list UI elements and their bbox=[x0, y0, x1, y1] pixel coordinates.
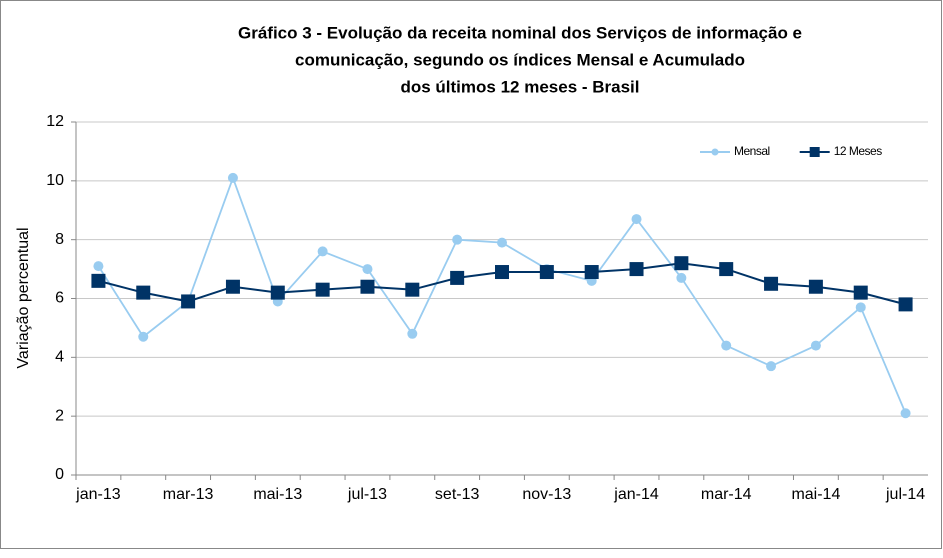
data-point bbox=[721, 340, 732, 351]
data-point bbox=[225, 279, 240, 294]
y-tick-label: 6 bbox=[55, 290, 64, 307]
data-point bbox=[674, 256, 689, 271]
data-point bbox=[136, 285, 151, 300]
data-point bbox=[631, 214, 642, 225]
data-point bbox=[362, 264, 373, 275]
y-axis-label: Variação percentual bbox=[15, 227, 32, 368]
legend-marker bbox=[809, 147, 820, 157]
data-point bbox=[808, 279, 823, 294]
data-point bbox=[497, 237, 507, 248]
data-point bbox=[539, 265, 554, 280]
data-point bbox=[719, 262, 734, 277]
y-tick-label: 4 bbox=[55, 349, 64, 366]
data-point bbox=[855, 302, 866, 313]
y-tick-label: 12 bbox=[46, 113, 64, 130]
data-point bbox=[270, 285, 285, 300]
data-point bbox=[138, 331, 149, 342]
data-point bbox=[629, 262, 644, 277]
y-tick-label: 2 bbox=[55, 407, 64, 424]
data-point bbox=[93, 261, 104, 272]
data-point bbox=[764, 276, 779, 291]
data-point bbox=[360, 279, 375, 294]
data-point bbox=[407, 328, 418, 339]
chart-title: dos últimos 12 meses - Brasil bbox=[400, 77, 639, 96]
data-point bbox=[405, 282, 420, 297]
x-tick-label: nov-13 bbox=[522, 486, 571, 503]
x-tick-label: jul-13 bbox=[347, 486, 387, 503]
data-point bbox=[452, 234, 463, 245]
data-point bbox=[91, 273, 106, 288]
data-point bbox=[227, 172, 238, 183]
legend-label: Mensal bbox=[734, 144, 770, 158]
data-point bbox=[853, 285, 868, 300]
data-point bbox=[317, 246, 328, 257]
chart-title: comunicação, segundo os índices Mensal e… bbox=[295, 50, 745, 69]
x-tick-label: mar-14 bbox=[701, 486, 752, 503]
x-tick-label: jul-14 bbox=[885, 486, 925, 503]
data-point bbox=[898, 297, 913, 312]
data-point bbox=[584, 265, 599, 280]
x-tick-label: mar-13 bbox=[163, 486, 214, 503]
y-tick-label: 10 bbox=[46, 172, 64, 189]
legend-label: 12 Meses bbox=[834, 144, 883, 158]
x-tick-label: mai-13 bbox=[253, 486, 302, 503]
data-point bbox=[495, 265, 509, 280]
x-tick-label: mai-14 bbox=[791, 486, 840, 503]
data-point bbox=[810, 340, 821, 351]
x-tick-label: jan-14 bbox=[613, 486, 659, 503]
y-tick-label: 0 bbox=[55, 466, 64, 483]
data-point bbox=[900, 408, 911, 419]
data-point bbox=[315, 282, 330, 297]
data-point bbox=[181, 294, 196, 309]
legend-marker bbox=[711, 148, 719, 156]
y-tick-label: 8 bbox=[55, 231, 64, 248]
data-point bbox=[766, 361, 777, 372]
x-tick-label: set-13 bbox=[435, 486, 480, 503]
data-point bbox=[676, 272, 687, 283]
x-tick-label: jan-13 bbox=[75, 486, 121, 503]
data-point bbox=[450, 270, 465, 285]
chart-title: Gráfico 3 - Evolução da receita nominal … bbox=[238, 23, 802, 42]
